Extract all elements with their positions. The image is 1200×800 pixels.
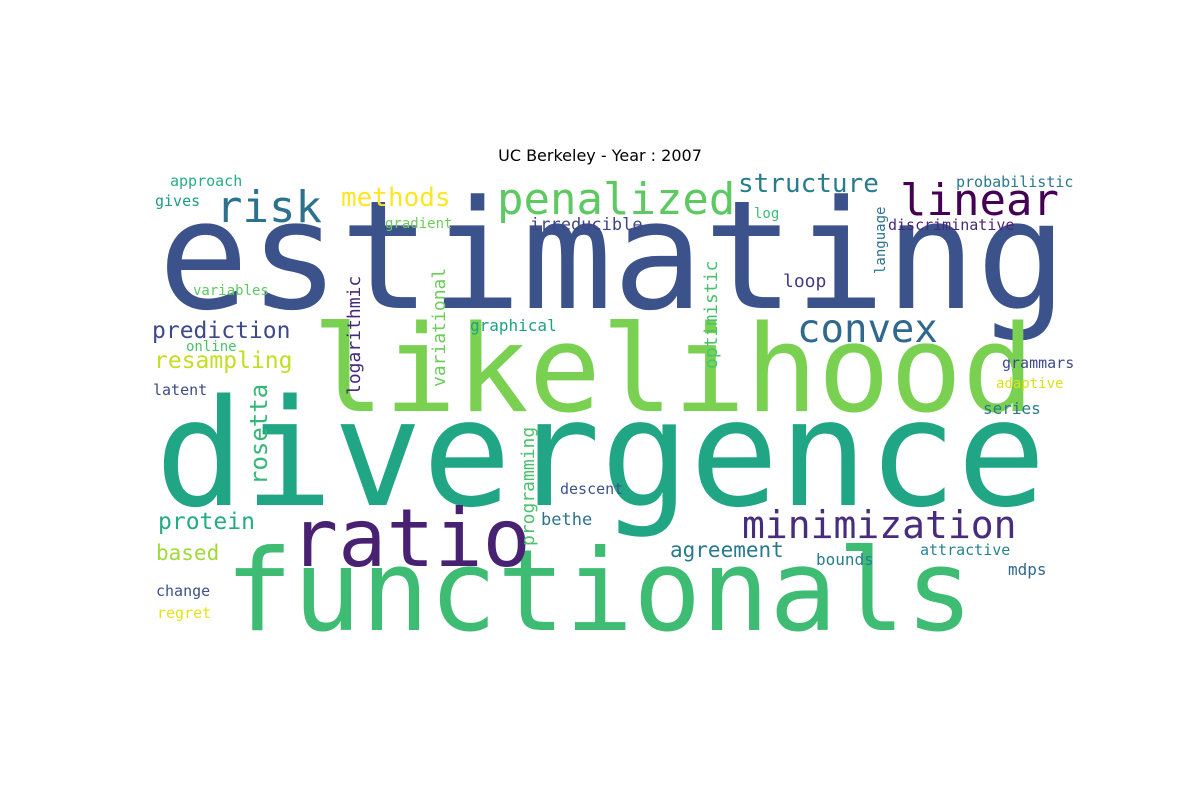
word-gradient: gradient xyxy=(385,216,452,232)
word-change: change xyxy=(156,582,210,600)
word-approach: approach xyxy=(170,172,242,190)
word-methods: methods xyxy=(341,183,451,213)
word-variational: variational xyxy=(429,268,450,387)
word-resampling: resampling xyxy=(154,348,292,374)
word-based: based xyxy=(156,541,219,565)
word-rosetta: rosetta xyxy=(245,384,273,485)
word-optimistic: optimistic xyxy=(701,261,722,369)
word-adaptive: adaptive xyxy=(996,376,1063,392)
chart-title: UC Berkeley - Year : 2007 xyxy=(498,146,702,165)
word-functionals: functionals xyxy=(225,525,973,657)
word-bounds: bounds xyxy=(816,550,874,569)
word-estimating: estimating xyxy=(158,168,1067,344)
word-programming: programming xyxy=(518,427,539,546)
word-discriminative: discriminative xyxy=(888,216,1014,234)
word-prediction: prediction xyxy=(152,318,290,344)
word-grammars: grammars xyxy=(1002,354,1074,372)
word-log: log xyxy=(754,206,779,222)
word-linear: linear xyxy=(900,175,1059,226)
word-mdps: mdps xyxy=(1008,560,1047,579)
word-penalized: penalized xyxy=(497,174,735,225)
word-gives: gives xyxy=(155,192,200,210)
word-descent: descent xyxy=(560,480,623,498)
word-divergence: divergence xyxy=(155,368,1046,540)
word-logarithmic: logarithmic xyxy=(344,276,365,395)
word-online: online xyxy=(186,339,237,355)
word-series: series xyxy=(983,399,1041,418)
word-agreement: agreement xyxy=(670,538,784,562)
word-bethe: bethe xyxy=(541,510,592,530)
word-protein: protein xyxy=(158,509,255,535)
word-graphical: graphical xyxy=(470,316,557,335)
word-regret: regret xyxy=(157,604,211,622)
word-loop: loop xyxy=(783,271,826,292)
word-ratio: ratio xyxy=(290,492,531,585)
word-structure: structure xyxy=(738,169,879,199)
word-minimization: minimization xyxy=(742,503,1017,547)
word-irreducible: irreducible xyxy=(530,215,643,235)
word-latent: latent xyxy=(153,381,207,399)
word-attractive: attractive xyxy=(920,541,1010,559)
word-language: language xyxy=(873,207,889,274)
word-variables: variables xyxy=(193,283,269,299)
word-probabilistic: probabilistic xyxy=(956,173,1073,191)
word-likelihood: likelihood xyxy=(312,301,1034,440)
word-convex: convex xyxy=(797,307,938,352)
word-risk: risk xyxy=(216,182,322,233)
